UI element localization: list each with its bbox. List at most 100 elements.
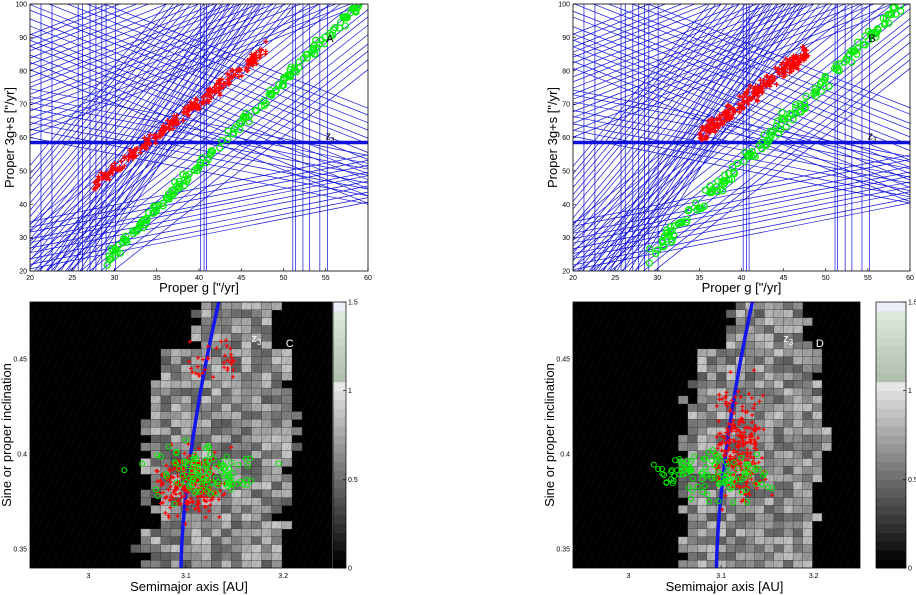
sloped-resonance-line bbox=[53, 4, 224, 271]
colorbar-segment bbox=[876, 497, 906, 507]
plus-marker bbox=[254, 55, 260, 61]
circle-marker bbox=[684, 207, 692, 215]
plus-marker bbox=[141, 135, 147, 141]
x-tick-label: 30 bbox=[653, 275, 661, 282]
circle-marker bbox=[218, 468, 225, 475]
map-cell bbox=[802, 364, 813, 373]
circle-marker bbox=[154, 452, 161, 459]
map-cell bbox=[783, 302, 794, 311]
plus-marker bbox=[729, 107, 735, 113]
plus-marker bbox=[200, 94, 206, 100]
x-tick-label: 30 bbox=[111, 275, 119, 282]
plus-marker bbox=[217, 86, 223, 92]
circle-marker bbox=[162, 193, 171, 202]
plus-marker bbox=[731, 463, 736, 468]
sloped-resonance-line bbox=[30, 4, 242, 88]
map-cell bbox=[754, 317, 765, 326]
circle-marker bbox=[763, 137, 771, 145]
circle-marker bbox=[882, 14, 890, 22]
map-cell bbox=[241, 364, 252, 373]
circle-marker bbox=[859, 41, 868, 49]
map-cell bbox=[150, 536, 162, 545]
sloped-resonance-line bbox=[45, 16, 368, 271]
circle-marker bbox=[129, 227, 137, 235]
colorbar-segment bbox=[876, 417, 906, 427]
map-cell bbox=[211, 380, 222, 389]
plus-marker bbox=[731, 448, 736, 453]
y-tick-label: 0.45 bbox=[556, 357, 570, 364]
colorbar-segment bbox=[876, 443, 906, 454]
sloped-resonance-line bbox=[573, 4, 894, 131]
circle-marker bbox=[193, 455, 200, 462]
map-cell bbox=[221, 450, 232, 459]
circle-marker bbox=[699, 476, 706, 483]
circle-marker bbox=[699, 489, 706, 496]
colorbar-segment bbox=[876, 337, 906, 347]
plus-marker bbox=[208, 503, 213, 508]
plus-marker bbox=[98, 170, 104, 176]
colorbar-segment bbox=[333, 532, 346, 542]
map-cell bbox=[170, 520, 182, 530]
plus-marker bbox=[731, 411, 736, 416]
plus-marker bbox=[741, 484, 746, 489]
circle-marker bbox=[214, 482, 221, 489]
plus-marker bbox=[155, 479, 160, 484]
sloped-resonance-line bbox=[590, 4, 760, 271]
plus-marker bbox=[201, 495, 206, 500]
circle-marker bbox=[185, 460, 192, 467]
plus-marker bbox=[742, 430, 747, 435]
map-cell bbox=[251, 466, 262, 475]
plus-marker bbox=[738, 440, 743, 445]
hatch-line bbox=[162, 302, 270, 568]
plus-marker bbox=[188, 496, 193, 501]
plus-marker bbox=[749, 95, 755, 101]
plus-marker bbox=[734, 429, 739, 434]
map-cell bbox=[261, 364, 273, 373]
y-axis-label: Proper 3g+s ["/yr] bbox=[545, 87, 560, 188]
panel-letter: D bbox=[816, 338, 824, 350]
circle-marker bbox=[751, 467, 758, 474]
plus-marker bbox=[217, 92, 223, 98]
sloped-resonance-line bbox=[602, 4, 773, 271]
map-cell bbox=[271, 560, 283, 568]
circle-marker bbox=[243, 476, 250, 483]
plus-marker bbox=[752, 442, 757, 447]
hatch-line bbox=[225, 302, 332, 568]
map-cell bbox=[678, 544, 689, 553]
colorbar-segment bbox=[333, 559, 346, 569]
hatch-line bbox=[302, 495, 332, 568]
circle-marker bbox=[304, 50, 312, 58]
plus-marker bbox=[159, 481, 164, 486]
plus-marker bbox=[160, 123, 166, 129]
plus-marker bbox=[231, 359, 236, 364]
sloped-resonance-line bbox=[573, 4, 723, 64]
circle-marker bbox=[711, 462, 718, 469]
map-cell bbox=[745, 340, 756, 350]
map-cell bbox=[150, 395, 162, 405]
map-cell bbox=[190, 333, 202, 342]
circle-marker bbox=[321, 33, 329, 41]
plus-marker bbox=[727, 401, 732, 406]
map-cell bbox=[190, 552, 202, 561]
plus-marker bbox=[731, 418, 736, 423]
circle-marker bbox=[706, 498, 713, 505]
map-cell bbox=[241, 302, 252, 311]
circle-marker bbox=[186, 474, 193, 481]
plus-marker bbox=[757, 399, 762, 404]
sloped-resonance-line bbox=[30, 4, 218, 226]
hatch-line bbox=[614, 302, 722, 568]
plus-marker bbox=[189, 106, 195, 112]
map-cell bbox=[745, 505, 756, 514]
sloped-resonance-line bbox=[50, 4, 278, 271]
plus-marker bbox=[203, 515, 208, 520]
hatch-line bbox=[384, 302, 490, 568]
map-cell bbox=[180, 419, 192, 428]
circle-marker bbox=[242, 109, 250, 117]
map-cell bbox=[764, 505, 775, 514]
plus-marker bbox=[206, 99, 212, 105]
x-axis-label: Semimajor axis [AU] bbox=[130, 579, 248, 594]
map-cell bbox=[783, 411, 794, 420]
circle-marker bbox=[703, 472, 710, 479]
plus-marker bbox=[753, 439, 758, 444]
circle-marker bbox=[207, 490, 214, 497]
